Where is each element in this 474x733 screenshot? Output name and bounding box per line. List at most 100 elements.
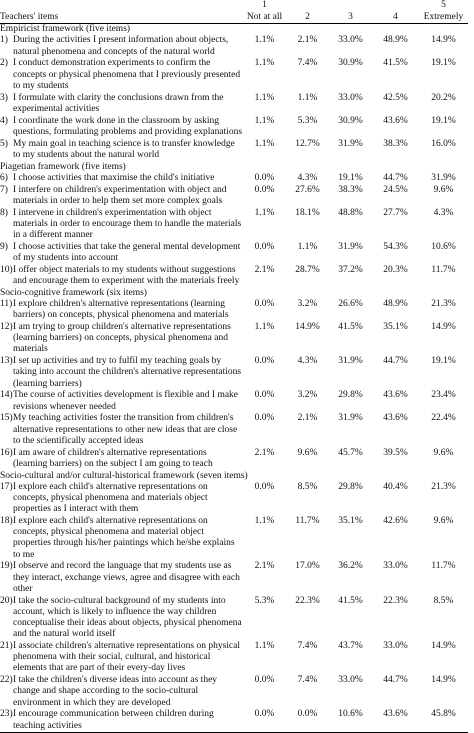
value-cell-1: 1.1% bbox=[254, 322, 275, 333]
value-cell-3: 30.9% bbox=[338, 58, 363, 69]
value-cell-4: 44.7% bbox=[383, 356, 408, 367]
table-row: 3) I formulate with clarity the conclusio… bbox=[0, 93, 468, 116]
value-cell-2: 14.9% bbox=[295, 322, 320, 333]
item-number: 6) bbox=[0, 172, 8, 183]
value-cell-1: 0.0% bbox=[254, 299, 275, 310]
item-text: I intervene in children's experimentatio… bbox=[13, 207, 242, 241]
table-row: 21) I associate children's alternative re… bbox=[0, 641, 468, 675]
scale-num-2 bbox=[286, 0, 329, 12]
value-cell-5: 45.8% bbox=[431, 709, 456, 720]
item-number: 8) bbox=[0, 207, 8, 218]
item-text: My teaching activities foster the transi… bbox=[13, 413, 238, 446]
value-cell-2: 7.4% bbox=[297, 675, 318, 686]
value-cell-5: 8.5% bbox=[433, 595, 454, 606]
item-number: 3) bbox=[0, 92, 8, 103]
value-cell-4: 33.0% bbox=[383, 641, 408, 652]
section-title: Piagetian framework (five items) bbox=[0, 161, 126, 172]
table-row: 4) I coordinate the work done in the clas… bbox=[0, 116, 468, 139]
value-cell-2: 17.0% bbox=[295, 561, 320, 572]
value-cell-1: 2.1% bbox=[254, 264, 275, 275]
item-text: I set up activities and try to fulfil my… bbox=[13, 356, 242, 389]
value-cell-1: 2.1% bbox=[254, 561, 275, 572]
value-cell-1: 1.1% bbox=[254, 207, 275, 218]
table-row: 8) I intervene in children's experimentat… bbox=[0, 208, 468, 242]
value-cell-3: 48.8% bbox=[338, 207, 363, 218]
value-cell-3: 31.9% bbox=[338, 241, 363, 252]
value-cell-4: 38.3% bbox=[383, 138, 408, 149]
item-text: I explore each child's alternative repre… bbox=[13, 481, 208, 515]
value-cell-4: 24.5% bbox=[383, 184, 408, 195]
value-cell-1: 1.1% bbox=[254, 58, 275, 69]
value-cell-4: 33.0% bbox=[383, 561, 408, 572]
value-cell-4: 20.3% bbox=[383, 264, 408, 275]
scale-num-4 bbox=[372, 0, 419, 12]
value-cell-4: 48.9% bbox=[383, 35, 408, 46]
value-cell-2: 3.2% bbox=[297, 299, 318, 310]
value-cell-2: 1.1% bbox=[297, 241, 318, 252]
value-cell-5: 22.4% bbox=[431, 413, 456, 424]
value-cell-5: 21.3% bbox=[431, 481, 456, 492]
value-cell-4: 42.5% bbox=[383, 92, 408, 103]
value-cell-2: 5.3% bbox=[297, 115, 318, 126]
value-cell-3: 31.9% bbox=[338, 138, 363, 149]
value-cell-2: 28.7% bbox=[295, 264, 320, 275]
value-cell-3: 41.5% bbox=[338, 322, 363, 333]
scale-label-5: Extremely bbox=[423, 12, 464, 22]
value-cell-4: 48.9% bbox=[383, 299, 408, 310]
value-cell-1: 1.1% bbox=[254, 641, 275, 652]
value-cell-4: 40.4% bbox=[383, 481, 408, 492]
value-cell-2: 2.1% bbox=[297, 413, 318, 424]
value-cell-5: 9.6% bbox=[433, 447, 454, 458]
section-row: Empiricist framework (five items) bbox=[0, 24, 468, 36]
value-cell-5: 19.1% bbox=[431, 356, 456, 367]
item-number: 2) bbox=[0, 58, 8, 69]
table-row: 14) The course of activities development … bbox=[0, 390, 468, 413]
item-number: 5) bbox=[0, 138, 8, 149]
value-cell-1: 0.0% bbox=[254, 172, 275, 183]
table-row: 22) I take the children's diverse ideas i… bbox=[0, 675, 468, 709]
value-cell-1: 0.0% bbox=[254, 241, 275, 252]
table-row: 1) During the activities I present inform… bbox=[0, 35, 468, 58]
table-row: 15) My teaching activities foster the tra… bbox=[0, 413, 468, 447]
item-number: 13) bbox=[0, 356, 13, 367]
value-cell-5: 16.0% bbox=[431, 138, 456, 149]
value-cell-2: 22.3% bbox=[295, 595, 320, 606]
value-cell-2: 18.1% bbox=[295, 207, 320, 218]
value-cell-3: 43.7% bbox=[338, 641, 363, 652]
value-cell-3: 33.0% bbox=[338, 92, 363, 103]
value-cell-5: 23.4% bbox=[431, 390, 456, 401]
value-cell-3: 45.7% bbox=[338, 447, 363, 458]
section-row: Socio-cognitive framework (six items) bbox=[0, 288, 468, 299]
item-text: I offer object materials to my students … bbox=[13, 264, 240, 287]
scale-label-1: Not at all bbox=[246, 12, 283, 22]
scale-num-1: 1 bbox=[262, 0, 267, 10]
value-cell-4: 43.6% bbox=[383, 413, 408, 424]
item-number: 14) bbox=[0, 390, 13, 401]
value-cell-1: 0.0% bbox=[254, 481, 275, 492]
value-cell-1: 1.1% bbox=[254, 516, 275, 527]
table-row: 6) I choose activities that maximise the … bbox=[0, 173, 468, 185]
section-row: Piagetian framework (five items) bbox=[0, 162, 468, 173]
section-title: Empiricist framework (five items) bbox=[0, 24, 131, 35]
value-cell-5: 14.9% bbox=[431, 675, 456, 686]
value-cell-2: 9.6% bbox=[297, 447, 318, 458]
scale-num-3 bbox=[329, 0, 372, 12]
value-cell-4: 44.7% bbox=[383, 172, 408, 183]
header-scale-numbers-row: 1 5 bbox=[0, 0, 468, 12]
item-number: 7) bbox=[0, 184, 8, 195]
table-row: 2) I conduct demonstration experiments to… bbox=[0, 58, 468, 92]
item-number: 18) bbox=[0, 516, 13, 527]
scale-num-5: 5 bbox=[441, 0, 446, 10]
item-text: I choose activities that maximise the ch… bbox=[13, 172, 215, 183]
item-text: I conduct demonstration experiments to c… bbox=[13, 58, 241, 91]
item-text: I interfere on children's experimentatio… bbox=[13, 184, 227, 206]
value-cell-5: 11.7% bbox=[431, 264, 456, 275]
value-cell-3: 33.0% bbox=[338, 675, 363, 686]
table-row: 16) I am aware of children's alternative … bbox=[0, 448, 468, 471]
item-text: I encourage communication between childr… bbox=[13, 709, 214, 731]
item-text: I take the socio-cultural background of … bbox=[13, 595, 242, 640]
value-cell-2: 8.5% bbox=[297, 481, 318, 492]
table-row: 11) I explore children's alternative repr… bbox=[0, 299, 468, 322]
item-number: 10) bbox=[0, 264, 13, 275]
item-number: 23) bbox=[0, 709, 13, 720]
